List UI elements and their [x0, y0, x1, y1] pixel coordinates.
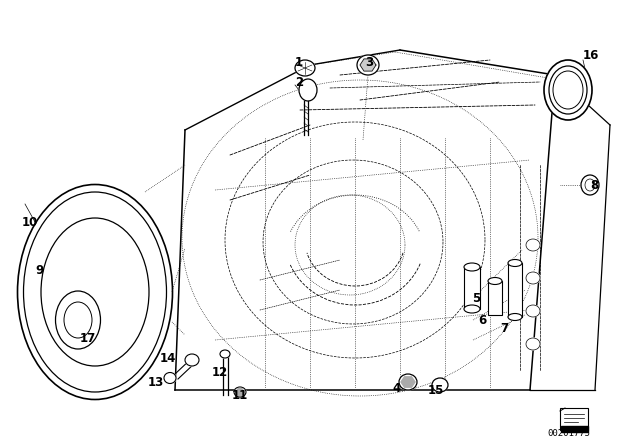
Text: 1: 1 [295, 56, 303, 69]
Ellipse shape [357, 55, 379, 75]
Ellipse shape [299, 79, 317, 101]
Text: 00201775: 00201775 [547, 429, 590, 438]
Text: 16: 16 [583, 48, 600, 61]
Text: 13: 13 [148, 375, 164, 388]
Text: 8: 8 [590, 178, 598, 191]
Ellipse shape [526, 305, 540, 317]
Polygon shape [236, 388, 244, 396]
Ellipse shape [234, 387, 246, 397]
Bar [561, 426, 588, 432]
Text: 15: 15 [428, 383, 444, 396]
Ellipse shape [508, 259, 522, 267]
Ellipse shape [295, 60, 315, 76]
Ellipse shape [581, 175, 599, 195]
Ellipse shape [185, 354, 199, 366]
Text: 9: 9 [35, 263, 44, 276]
Text: 2: 2 [295, 76, 303, 89]
Ellipse shape [25, 194, 165, 390]
Ellipse shape [526, 338, 540, 350]
Bar [464, 267, 480, 309]
Text: 17: 17 [80, 332, 96, 345]
Text: 11: 11 [232, 388, 248, 401]
Text: 5: 5 [472, 292, 480, 305]
Ellipse shape [432, 378, 448, 392]
Bar [488, 281, 502, 315]
Polygon shape [360, 59, 376, 71]
Text: 14: 14 [160, 352, 177, 365]
Ellipse shape [59, 295, 97, 345]
Text: 12: 12 [212, 366, 228, 379]
Text: 7: 7 [500, 322, 508, 335]
Ellipse shape [488, 277, 502, 284]
Bar [508, 263, 522, 317]
Text: 3: 3 [365, 56, 373, 69]
Ellipse shape [526, 239, 540, 251]
Ellipse shape [220, 350, 230, 358]
Polygon shape [401, 377, 415, 387]
Ellipse shape [526, 272, 540, 284]
Ellipse shape [508, 314, 522, 320]
Text: 4: 4 [392, 382, 400, 395]
Text: 10: 10 [22, 215, 38, 228]
Text: 6: 6 [478, 314, 486, 327]
Ellipse shape [464, 263, 480, 271]
Bar [560, 408, 588, 430]
Ellipse shape [399, 374, 417, 390]
Ellipse shape [164, 372, 176, 383]
Ellipse shape [544, 60, 592, 120]
Ellipse shape [464, 305, 480, 313]
